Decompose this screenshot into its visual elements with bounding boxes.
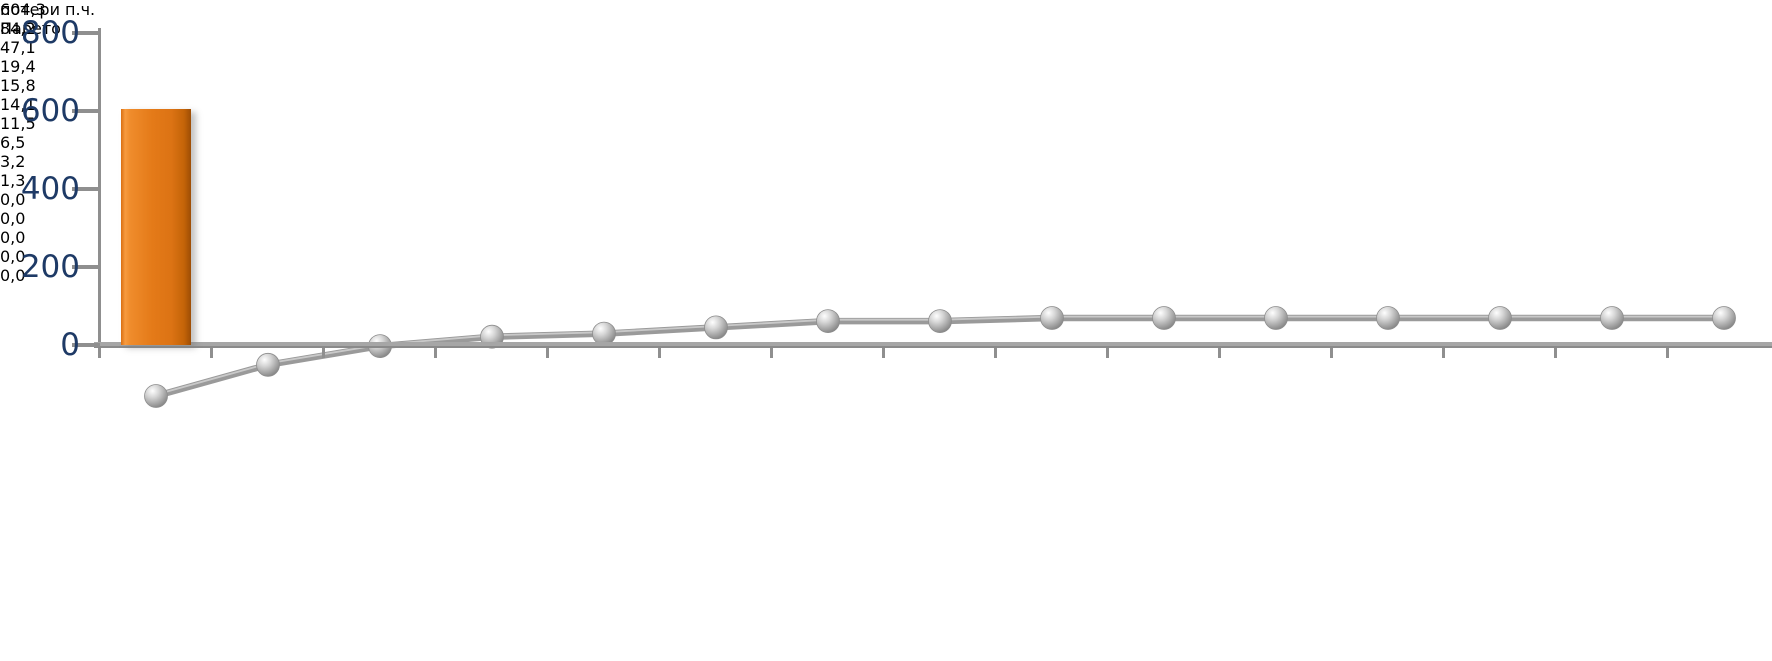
- y-axis-label: 800: [20, 15, 80, 51]
- x-axis-tick: [98, 348, 101, 358]
- bar-6: [793, 341, 863, 345]
- bar-value-label-1: 84,2: [0, 19, 36, 38]
- bar-value-label-6: 11,5: [0, 114, 36, 133]
- x-axis-tick: [770, 348, 773, 358]
- pareto-marker-1: [256, 352, 280, 377]
- pareto-marker-12: [1488, 306, 1512, 330]
- bar-value-label-13: 0,0: [0, 247, 26, 266]
- x-axis-tick: [1554, 348, 1557, 358]
- pareto-marker-5: [704, 315, 728, 340]
- y-axis-label: 600: [20, 93, 80, 129]
- pareto-marker-9: [1152, 306, 1176, 330]
- bar-value-label-4: 15,8: [0, 76, 36, 95]
- pareto-marker-14: [1712, 306, 1736, 330]
- y-axis-tick: [72, 31, 100, 35]
- bar-bevel-top: [121, 109, 191, 131]
- pareto-marker-7: [928, 309, 952, 333]
- bar-3: [457, 337, 527, 345]
- legend-item-line: Парето: [0, 19, 1772, 38]
- bar-7: [905, 342, 975, 345]
- x-axis-line: [94, 342, 1772, 348]
- bar-value-label-9: 1,3: [0, 171, 26, 190]
- bar-9: [1129, 343, 1199, 345]
- x-axis-tick: [658, 348, 661, 358]
- legend-label-bars: потери п.ч.: [0, 0, 96, 19]
- bar-value-label-7: 6,5: [0, 133, 26, 152]
- bar-8: [1017, 343, 1087, 345]
- y-axis-tick: [72, 187, 100, 191]
- bar-0: [121, 109, 191, 345]
- bar-1: [233, 312, 303, 345]
- legend-item-bars: потери п.ч.: [0, 0, 1772, 19]
- y-axis-label: 0: [60, 327, 80, 363]
- x-axis-tick: [1442, 348, 1445, 358]
- bar-value-label-11: 0,0: [0, 209, 26, 228]
- legend-label-line: Парето: [0, 19, 61, 38]
- y-axis-label: 200: [20, 249, 80, 285]
- bar-value-label-5: 14,1: [0, 95, 36, 114]
- pareto-line: [144, 306, 1736, 408]
- bar-value-label-12: 0,0: [0, 228, 26, 247]
- bar-value-label-2: 47,1: [0, 38, 36, 57]
- y-axis-tick: [72, 109, 100, 113]
- y-axis-line: [98, 28, 101, 345]
- x-axis-tick: [994, 348, 997, 358]
- bar-value-label-10: 0,0: [0, 190, 26, 209]
- bar-value-label-3: 19,4: [0, 57, 36, 76]
- y-axis-tick: [72, 343, 100, 347]
- pareto-marker-10: [1264, 306, 1288, 330]
- pareto-marker-8: [1040, 306, 1064, 330]
- pareto-marker-0: [144, 384, 168, 408]
- x-axis-tick: [1106, 348, 1109, 358]
- pareto-marker-11: [1376, 306, 1400, 330]
- x-axis-tick: [882, 348, 885, 358]
- chart-legend: потери п.ч. Парето: [0, 0, 1772, 38]
- y-axis-label: 400: [20, 171, 80, 207]
- bar-value-label-14: 0,0: [0, 266, 26, 285]
- bar-4: [569, 339, 639, 345]
- x-axis-tick: [210, 348, 213, 358]
- x-axis-tick: [434, 348, 437, 358]
- pareto-marker-6: [816, 309, 840, 333]
- x-axis-tick: [322, 348, 325, 358]
- x-axis-tick: [546, 348, 549, 358]
- bar-2: [345, 327, 415, 345]
- x-axis-tick: [1218, 348, 1221, 358]
- y-axis-tick: [72, 265, 100, 269]
- bar-value-label-8: 3,2: [0, 152, 26, 171]
- x-axis-tick: [1666, 348, 1669, 358]
- pareto-marker-13: [1600, 306, 1624, 330]
- bar-value-label-0: 604,3: [0, 0, 46, 19]
- x-axis-tick: [1330, 348, 1333, 358]
- bar-5: [681, 340, 751, 345]
